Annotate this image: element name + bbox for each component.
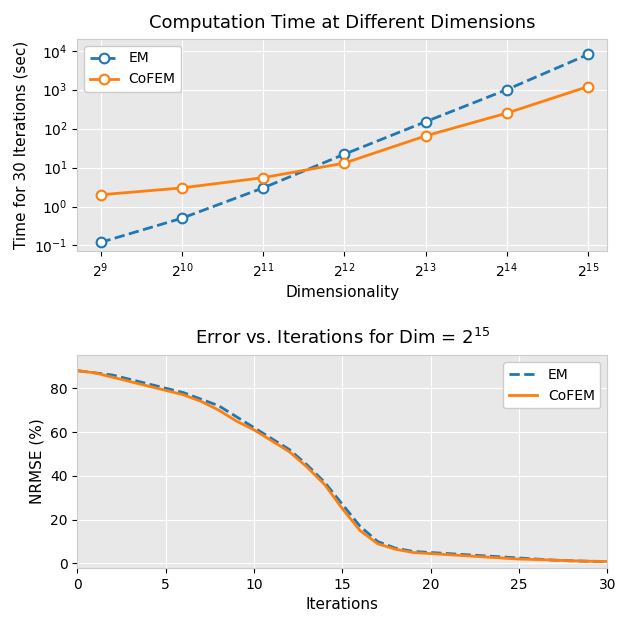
EM (445, 550, 452, 557)
X-axis label: Iterations: Iterations (306, 597, 379, 612)
CoFEM (74, 367, 81, 374)
CoFEM (340, 160, 348, 167)
EM (321, 479, 328, 486)
EM (197, 396, 205, 403)
Title: Computation Time at Different Dimensions: Computation Time at Different Dimensions (149, 14, 536, 32)
CoFEM (260, 174, 267, 182)
EM (480, 552, 488, 560)
CoFEM (503, 110, 510, 117)
CoFEM (498, 554, 505, 562)
CoFEM (421, 132, 429, 140)
CoFEM (197, 398, 205, 405)
EM (127, 376, 134, 383)
Y-axis label: NRMSE (%): NRMSE (%) (30, 419, 45, 505)
EM (260, 184, 267, 192)
EM (268, 435, 275, 443)
CoFEM (551, 557, 558, 564)
Y-axis label: Time for 30 Iterations (sec): Time for 30 Iterations (sec) (14, 41, 29, 249)
CoFEM (91, 369, 99, 377)
CoFEM (303, 463, 311, 471)
EM (340, 150, 348, 158)
EM (74, 367, 81, 374)
CoFEM (232, 418, 240, 425)
CoFEM (97, 191, 105, 198)
Legend: EM, CoFEM: EM, CoFEM (503, 362, 600, 408)
EM (215, 402, 222, 409)
EM (178, 215, 186, 222)
CoFEM (392, 545, 399, 553)
EM (374, 538, 382, 545)
EM (250, 424, 258, 431)
CoFEM (515, 555, 523, 563)
EM (503, 86, 510, 93)
EM (604, 558, 611, 565)
X-axis label: Dimensionality: Dimensionality (285, 285, 399, 300)
CoFEM (109, 374, 117, 381)
CoFEM (427, 550, 435, 557)
CoFEM (338, 505, 346, 513)
CoFEM (178, 184, 186, 192)
Line: CoFEM: CoFEM (77, 371, 607, 562)
EM (356, 523, 364, 530)
EM (232, 413, 240, 421)
EM (303, 461, 311, 469)
CoFEM (584, 83, 592, 90)
EM (568, 557, 576, 565)
EM (162, 384, 169, 392)
CoFEM (215, 406, 222, 414)
CoFEM (445, 551, 452, 558)
CoFEM (268, 437, 275, 444)
EM (97, 239, 105, 246)
EM (285, 446, 293, 453)
EM (338, 501, 346, 508)
CoFEM (480, 553, 488, 561)
EM (462, 551, 470, 558)
EM (586, 558, 593, 565)
EM (180, 389, 187, 396)
CoFEM (180, 391, 187, 399)
CoFEM (356, 527, 364, 535)
CoFEM (374, 540, 382, 548)
EM (584, 51, 592, 58)
EM (427, 549, 435, 557)
EM (498, 553, 505, 561)
CoFEM (321, 481, 328, 488)
CoFEM (127, 378, 134, 386)
EM (91, 369, 99, 377)
CoFEM (144, 382, 152, 390)
EM (392, 545, 399, 552)
EM (109, 371, 117, 379)
CoFEM (162, 387, 169, 394)
EM (144, 380, 152, 387)
CoFEM (533, 556, 541, 563)
EM (533, 555, 541, 563)
CoFEM (250, 426, 258, 434)
Title: Error vs. Iterations for Dim = $2^{15}$: Error vs. Iterations for Dim = $2^{15}$ (195, 328, 490, 348)
CoFEM (586, 558, 593, 565)
EM (410, 548, 417, 555)
CoFEM (410, 549, 417, 557)
Line: EM: EM (96, 49, 593, 247)
CoFEM (285, 448, 293, 456)
Line: EM: EM (77, 371, 607, 562)
CoFEM (462, 552, 470, 560)
Legend: EM, CoFEM: EM, CoFEM (84, 46, 181, 92)
CoFEM (568, 557, 576, 565)
EM (515, 554, 523, 562)
Line: CoFEM: CoFEM (96, 82, 593, 200)
EM (421, 118, 429, 125)
EM (551, 557, 558, 564)
CoFEM (604, 558, 611, 565)
